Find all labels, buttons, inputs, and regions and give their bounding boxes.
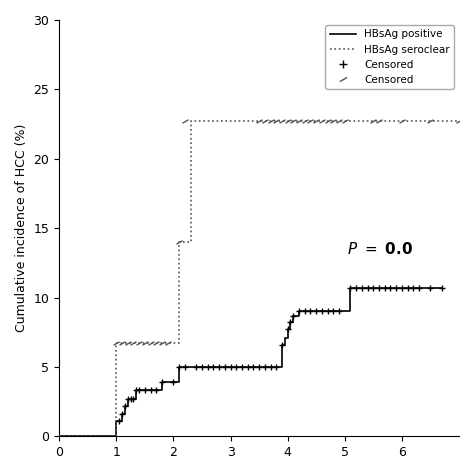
Y-axis label: Cumulative incidence of HCC (%): Cumulative incidence of HCC (%) (15, 124, 28, 332)
Legend: HBsAg positive, HBsAg seroclear, Censored, Censored: HBsAg positive, HBsAg seroclear, Censore… (326, 25, 454, 89)
Text: $\it{P}$ $=$ $\bf{0.0}$: $\it{P}$ $=$ $\bf{0.0}$ (347, 241, 413, 257)
